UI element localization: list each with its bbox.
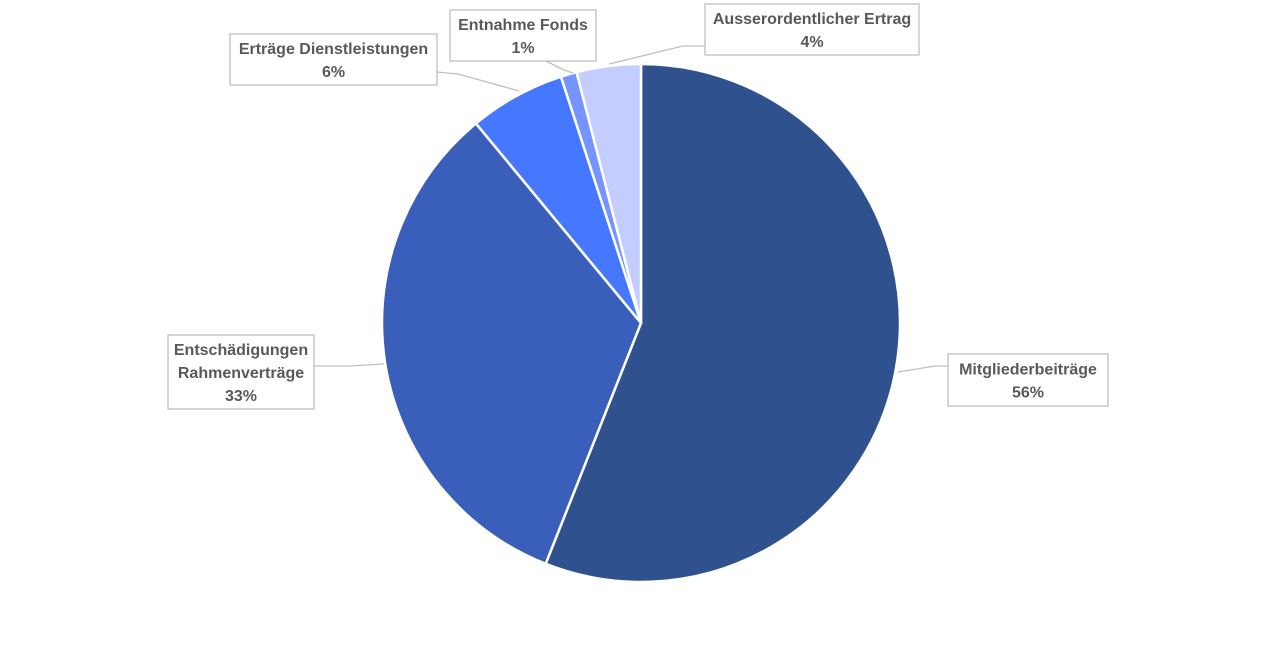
data-label-percent: 1% (511, 40, 534, 57)
data-label-5: Ausserordentlicher Ertrag 4% (704, 3, 920, 56)
pie-slice-5 (575, 62, 643, 325)
data-label-box (167, 334, 315, 410)
data-label-percent: 33% (225, 388, 257, 405)
data-label-category: Rahmenverträge (178, 365, 304, 382)
leader-line-2 (314, 363, 385, 367)
data-label-category: Entschädigungen (174, 342, 308, 359)
data-label-box (704, 3, 920, 56)
data-labels: Mitgliederbeiträge 56% Entschädigungen Rahm… (167, 3, 1109, 410)
data-label-percent: 4% (800, 34, 823, 51)
data-label-category: Ausserordentlicher Ertrag (713, 11, 911, 28)
leader-line-3 (436, 71, 520, 92)
data-label-box (947, 353, 1109, 407)
leader-line-5 (608, 45, 705, 65)
data-label-3: Erträge Dienstleistungen 6% (229, 33, 438, 86)
data-label-box (229, 33, 438, 86)
pie-slice-2 (380, 122, 643, 566)
leader-lines (314, 45, 948, 373)
data-label-category: Entnahme Fonds (458, 17, 588, 34)
data-label-box (449, 9, 597, 62)
data-label-1: Mitgliederbeiträge 56% (947, 353, 1109, 407)
leader-line-4 (545, 60, 574, 74)
data-label-category: Erträge Dienstleistungen (239, 41, 428, 58)
data-label-category: Mitgliederbeiträge (959, 362, 1097, 379)
pie-slices (380, 62, 902, 584)
leader-line-1 (897, 365, 948, 373)
data-label-4: Entnahme Fonds 1% (449, 9, 597, 62)
data-label-percent: 6% (322, 64, 345, 81)
data-label-2: Entschädigungen Rahmenverträge 33% (167, 334, 315, 410)
data-label-percent: 56% (1012, 385, 1044, 402)
pie-slice-1 (544, 62, 902, 584)
